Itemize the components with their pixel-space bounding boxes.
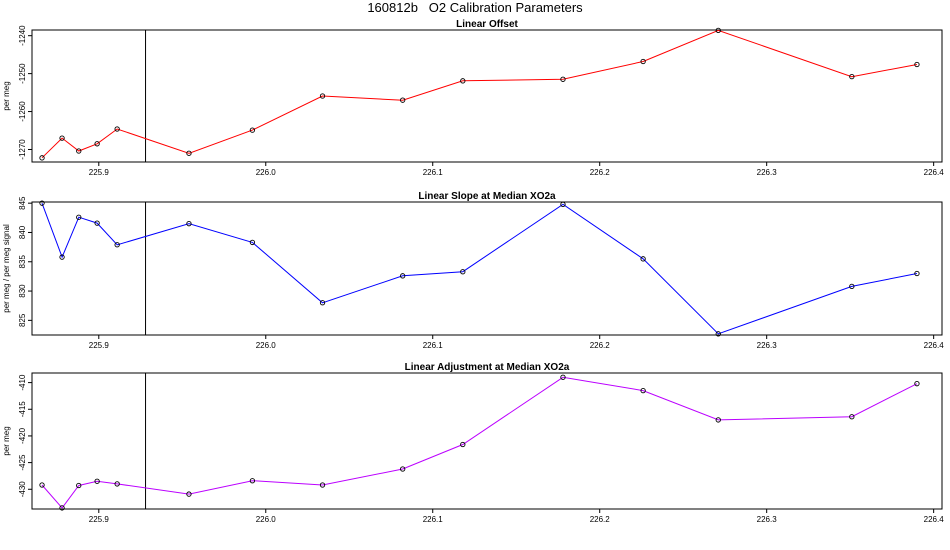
data-point — [849, 283, 855, 290]
data-point — [319, 482, 326, 488]
x-tick-label: 226.4 — [924, 515, 945, 524]
x-tick-label: 226.0 — [256, 341, 277, 350]
data-point — [849, 74, 855, 80]
data-point — [249, 478, 256, 484]
x-tick-label: 226.3 — [757, 341, 778, 350]
data-point — [849, 414, 855, 420]
data-point — [59, 254, 65, 260]
data-point — [715, 331, 721, 337]
y-tick-label: -1260 — [18, 101, 27, 122]
data-point — [114, 242, 120, 248]
x-tick-label: 226.4 — [924, 341, 945, 350]
panel-title: Linear Adjustment at Median XO2a — [405, 362, 570, 373]
x-tick-label: 226.1 — [423, 341, 444, 350]
y-axis-label: per meg / per meg signal — [2, 224, 11, 313]
data-point — [715, 27, 721, 34]
data-point — [319, 300, 326, 306]
data-point — [560, 201, 566, 207]
x-tick-label: 225.9 — [89, 515, 110, 524]
data-point — [460, 441, 466, 448]
x-tick-label: 226.2 — [590, 168, 611, 177]
plot-frame — [31, 29, 943, 163]
data-point — [460, 269, 466, 275]
data-point — [39, 482, 45, 488]
chart-panel-1: Linear Offset 225.9 226.0 226.1 226.2 226.3 22… — [2, 19, 944, 177]
x-tick-label: 226.1 — [423, 515, 444, 524]
y-tick-label: -430 — [18, 481, 27, 498]
data-point — [94, 478, 100, 484]
x-tick-label: 226.3 — [757, 515, 778, 524]
data-point — [560, 76, 566, 82]
data-point — [59, 135, 65, 141]
x-tick-label: 225.9 — [89, 168, 110, 177]
series-line — [41, 29, 918, 159]
panel-title: Linear Slope at Median XO2a — [418, 191, 556, 202]
chart-panel-2: Linear Slope at Median XO2a 225.9 226.0 226… — [2, 191, 944, 350]
data-point — [640, 256, 646, 262]
data-point — [400, 466, 406, 472]
data-point — [715, 417, 721, 423]
y-tick-label: -425 — [18, 454, 27, 471]
data-point — [560, 374, 566, 380]
data-point — [186, 150, 192, 156]
plot-frame — [31, 201, 943, 336]
panel-title: Linear Offset — [456, 19, 518, 30]
x-tick-label: 226.2 — [590, 515, 611, 524]
data-point — [114, 481, 120, 487]
data-point — [319, 93, 326, 99]
plot-frame — [31, 372, 943, 510]
y-tick-label: -415 — [18, 401, 27, 418]
x-tick-label: 225.9 — [89, 341, 110, 350]
y-axis-label: per meg — [2, 81, 11, 110]
data-point — [94, 141, 100, 147]
main-title: 160812b O2 Calibration Parameters — [367, 0, 583, 15]
y-tick-label: -410 — [18, 374, 27, 391]
data-point — [460, 78, 466, 84]
y-axis-label: per meg — [2, 426, 11, 455]
x-tick-label: 226.1 — [423, 168, 444, 177]
data-point — [94, 220, 100, 226]
data-point — [59, 505, 65, 511]
data-point — [114, 126, 120, 132]
y-tick-label: 825 — [18, 313, 27, 327]
chart-panel-3: Linear Adjustment at Median XO2a 225.9 226… — [2, 362, 944, 524]
data-point — [39, 155, 45, 161]
data-point — [914, 270, 920, 277]
y-tick-label: -1270 — [18, 139, 27, 160]
x-tick-label: 226.0 — [256, 515, 277, 524]
y-tick-label: 840 — [18, 225, 27, 239]
x-tick-label: 226.3 — [757, 168, 778, 177]
data-point — [249, 127, 256, 133]
data-point — [76, 214, 82, 220]
y-tick-label: -1250 — [18, 63, 27, 84]
data-point — [76, 148, 82, 154]
x-tick-label: 226.4 — [924, 168, 945, 177]
data-point — [400, 273, 406, 279]
series-line — [41, 203, 918, 335]
data-point — [76, 482, 82, 489]
x-tick-label: 226.0 — [256, 168, 277, 177]
data-point — [39, 200, 45, 206]
data-point — [400, 97, 406, 103]
y-tick-label: -420 — [18, 427, 27, 444]
y-tick-label: 845 — [18, 196, 27, 210]
y-tick-label: -1240 — [18, 25, 27, 46]
data-point — [186, 491, 192, 497]
data-point — [186, 221, 192, 227]
data-point — [914, 61, 920, 68]
data-point — [249, 239, 256, 246]
data-point — [640, 58, 646, 65]
data-point — [914, 381, 920, 387]
y-tick-label: 830 — [18, 284, 27, 298]
y-tick-label: 835 — [18, 255, 27, 269]
x-tick-label: 226.2 — [590, 341, 611, 350]
data-point — [640, 387, 646, 394]
series-line — [41, 376, 918, 509]
